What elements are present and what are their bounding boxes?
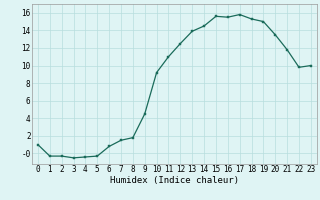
X-axis label: Humidex (Indice chaleur): Humidex (Indice chaleur) (110, 176, 239, 185)
